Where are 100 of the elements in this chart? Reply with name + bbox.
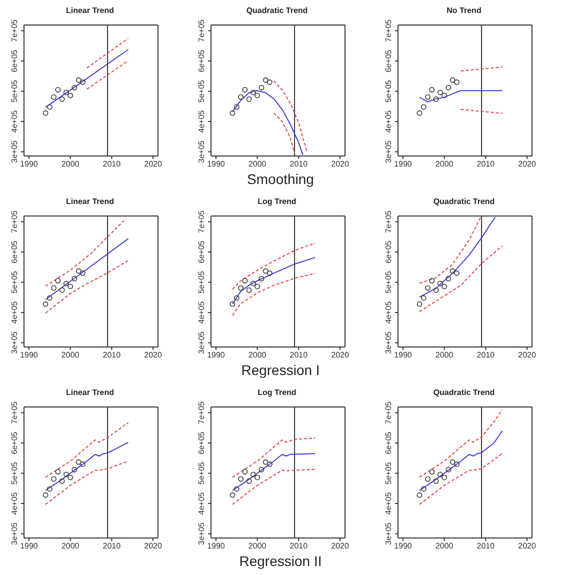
y-tick-label: 3e+05 (197, 330, 206, 354)
y-tick-label: 5e+05 (10, 270, 19, 294)
point (51, 285, 57, 291)
point (72, 84, 78, 90)
y-tick-label: 4e+05 (384, 492, 393, 515)
x-tick-label: 2000 (61, 350, 80, 360)
line-series (232, 453, 316, 491)
point (433, 96, 439, 102)
x-tick-label: 2010 (102, 542, 122, 551)
point (68, 284, 74, 290)
y-tick-label: 5e+05 (197, 270, 206, 294)
y-tick-label: 7e+05 (384, 18, 393, 42)
y-tick-label: 6e+05 (10, 240, 19, 264)
y-tick-label: 4e+05 (384, 300, 393, 324)
point (437, 90, 443, 96)
x-tick-label: 2010 (102, 160, 122, 169)
x-tick-label: 2020 (518, 542, 536, 551)
x-tick-label: 1990 (394, 542, 412, 551)
line-series (232, 242, 316, 290)
y-tick-label: 3e+05 (10, 522, 19, 545)
x-tick-label: 2000 (248, 160, 267, 169)
chart-title: Linear Trend (64, 6, 115, 15)
y-tick-label: 4e+05 (10, 492, 19, 515)
point (446, 84, 452, 90)
y-tick-label: 5e+05 (10, 79, 19, 102)
chart-title: No Trend (446, 6, 482, 15)
point (266, 79, 272, 85)
x-tick-label: 2000 (248, 542, 267, 551)
x-tick-label: 2020 (144, 350, 162, 360)
point (51, 476, 57, 482)
point (425, 285, 431, 291)
y-tick-label: 7e+05 (197, 210, 206, 233)
point (55, 86, 61, 92)
y-tick-label: 7e+05 (10, 400, 19, 424)
x-tick-label: 1990 (20, 542, 38, 551)
point (238, 94, 244, 100)
point (59, 96, 65, 102)
line-series (419, 409, 503, 478)
y-tick-label: 6e+05 (384, 49, 393, 72)
point (246, 287, 252, 293)
point (242, 86, 248, 92)
point (450, 268, 456, 274)
point (429, 468, 435, 474)
line-series (419, 453, 503, 505)
point (258, 276, 264, 282)
point (59, 287, 65, 293)
point (230, 301, 236, 307)
point (63, 280, 69, 286)
x-tick-label: 2020 (331, 542, 350, 551)
chart-title: Quadratic Trend (432, 388, 496, 397)
line-series (419, 90, 503, 102)
y-tick-label: 3e+05 (384, 140, 393, 163)
x-tick-label: 2000 (61, 160, 80, 169)
x-tick-label: 1990 (394, 160, 412, 169)
point (250, 90, 256, 96)
point (437, 280, 443, 286)
point (238, 476, 244, 482)
x-tick-label: 2000 (61, 542, 80, 551)
point (266, 461, 272, 467)
point (80, 461, 86, 467)
x-tick-label: 2020 (518, 160, 536, 169)
y-tick-label: 3e+05 (10, 140, 19, 163)
line-series (273, 80, 308, 152)
point (230, 492, 236, 498)
x-axis-title: Smoothing (246, 171, 315, 187)
point (46, 295, 52, 301)
line-series (45, 218, 126, 287)
point (230, 110, 236, 116)
point (254, 92, 260, 98)
point (55, 468, 61, 474)
point (442, 474, 448, 480)
line-series (45, 260, 129, 314)
point (262, 459, 268, 465)
line-series (232, 468, 316, 505)
point (416, 492, 422, 498)
y-tick-label: 7e+05 (384, 400, 393, 424)
y-tick-label: 4e+05 (10, 300, 19, 324)
point (442, 284, 448, 290)
point (80, 270, 86, 276)
y-tick-label: 4e+05 (197, 492, 206, 515)
point (442, 92, 448, 98)
point (68, 92, 74, 98)
chart-title: Linear Trend (64, 388, 115, 397)
x-tick-label: 2020 (144, 542, 162, 551)
y-tick-label: 7e+05 (197, 400, 206, 424)
point (72, 466, 78, 472)
point (437, 472, 443, 478)
y-tick-label: 5e+05 (384, 79, 393, 102)
point (250, 472, 256, 478)
y-tick-label: 3e+05 (197, 522, 206, 545)
point (234, 295, 240, 301)
y-tick-label: 3e+05 (384, 522, 393, 545)
x-tick-label: 1990 (394, 350, 412, 360)
x-tick-label: 2010 (476, 542, 496, 551)
point (454, 79, 460, 85)
x-tick-label: 1990 (20, 160, 38, 169)
point (266, 270, 272, 276)
x-tick-label: 2000 (435, 350, 454, 360)
point (246, 478, 252, 484)
y-tick-label: 4e+05 (197, 110, 206, 133)
